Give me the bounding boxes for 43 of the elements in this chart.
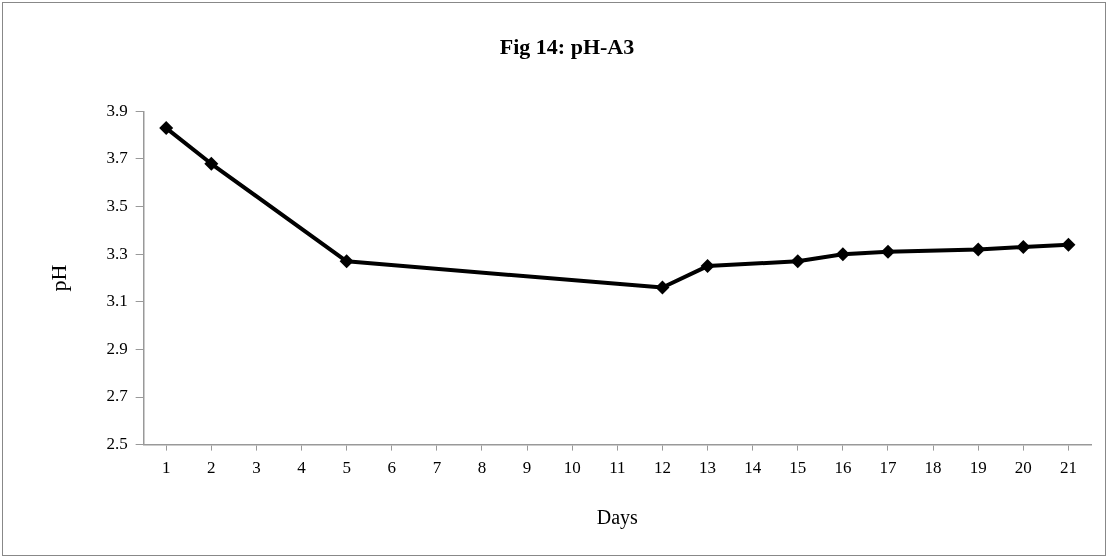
- y-tick-label: 3.3: [106, 243, 128, 263]
- point: [655, 280, 670, 295]
- point: [790, 254, 805, 269]
- point: [159, 121, 174, 136]
- x-tick-label: 3: [252, 458, 261, 478]
- x-tick-label: 20: [1014, 458, 1032, 478]
- y-axis-title: pH: [45, 264, 71, 292]
- x-axis-title: Days: [596, 506, 639, 530]
- point: [1061, 237, 1076, 252]
- y-tick-label: 3.1: [106, 291, 128, 311]
- x-tick-label: 12: [653, 458, 671, 478]
- point: [204, 156, 219, 171]
- x-tick-label: 13: [699, 458, 717, 478]
- x-tick-label: 16: [834, 458, 852, 478]
- y-tick-label: 3.5: [106, 196, 128, 216]
- x-tick-label: 1: [161, 458, 171, 478]
- chart-title: Fig 14: pH-A3: [499, 33, 635, 59]
- x-tick-label: 4: [297, 458, 307, 478]
- y-tick-label: 2.5: [106, 434, 128, 454]
- x-tick-label: 9: [522, 458, 532, 478]
- point: [1016, 240, 1031, 255]
- y-tick-label: 3.9: [106, 100, 128, 120]
- y-tick-label: 2.7: [106, 386, 129, 406]
- x-tick-label: 6: [387, 458, 397, 478]
- x-tick-label: 5: [342, 458, 351, 478]
- x-tick-label: 10: [563, 458, 581, 478]
- point: [700, 259, 715, 274]
- x-tick-label: 19: [969, 458, 987, 478]
- x-tick-label: 11: [609, 458, 626, 478]
- y-tick-label: 2.9: [106, 338, 128, 358]
- point: [339, 254, 354, 269]
- point: [881, 244, 895, 259]
- point: [971, 242, 986, 257]
- x-tick-label: 18: [924, 458, 942, 478]
- x-tick-label: 14: [744, 458, 762, 478]
- x-tick-label: 2: [207, 458, 216, 478]
- x-tick-label: 8: [477, 458, 487, 478]
- x-tick-label: 21: [1059, 458, 1077, 478]
- x-tick-label: 15: [789, 458, 807, 478]
- point: [835, 247, 850, 262]
- x-tick-label: 7: [432, 458, 442, 478]
- x-tick-label: 17: [879, 458, 897, 478]
- y-tick-label: 3.7: [106, 148, 129, 168]
